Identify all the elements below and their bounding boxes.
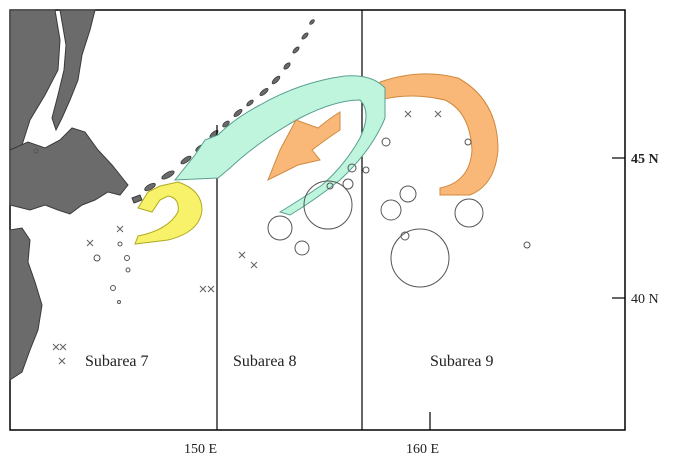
subarea-9-label: Subarea 9: [430, 353, 494, 370]
sakhalin-island: [51, 9, 96, 132]
circle-marker: [464, 138, 472, 146]
circle-marker: [294, 240, 310, 256]
circle-marker: [303, 180, 353, 230]
kuril-islands: [144, 19, 315, 192]
axis-ticks: [429, 157, 625, 430]
longitude-label-160e: 160 E: [406, 442, 439, 457]
cross-marker: [199, 285, 207, 293]
migration-arrows: [134, 73, 499, 245]
latitude-label-40n: 40 N: [631, 292, 659, 307]
circle-marker: [381, 137, 391, 147]
cross-marker: [86, 239, 94, 247]
circle-marker: [117, 241, 123, 247]
circle-marker: [380, 199, 402, 221]
circle-marker: [347, 163, 357, 173]
circle-marker: [342, 178, 354, 190]
orange-arrow-west: [267, 111, 341, 182]
shikotan-island: [131, 194, 143, 204]
circle-marker: [326, 182, 334, 190]
circle-marker: [362, 166, 370, 174]
subarea-8-label: Subarea 8: [233, 353, 297, 370]
longitude-label-150e: 150 E: [184, 442, 217, 457]
circle-marker: [523, 241, 531, 249]
cross-marker: [238, 251, 246, 259]
circle-markers: [33, 137, 531, 304]
map-frame: [9, 9, 626, 431]
circle-marker: [390, 228, 450, 288]
circle-marker: [400, 231, 410, 241]
cross-marker: [404, 110, 412, 118]
cross-marker: [52, 343, 60, 351]
cross-marker: [250, 261, 258, 269]
circle-marker: [33, 148, 39, 154]
orange-arrow-east: [379, 73, 499, 196]
circle-marker: [267, 215, 293, 241]
cross-marker: [207, 285, 215, 293]
cross-markers: [52, 110, 442, 365]
honshu-island: [9, 227, 43, 381]
circle-marker: [125, 267, 131, 273]
latitude-label-45n: 45 N: [631, 152, 659, 167]
cross-marker: [116, 225, 124, 233]
circle-marker: [93, 254, 101, 262]
subarea-7-label: Subarea 7: [85, 353, 149, 370]
circle-marker: [124, 255, 130, 261]
circle-marker: [454, 198, 484, 228]
cyan-arrow: [173, 75, 386, 216]
cross-marker: [58, 357, 66, 365]
yellow-arrow: [134, 181, 203, 245]
circle-marker: [117, 300, 121, 304]
cross-marker: [59, 343, 67, 351]
hokkaido-island: [9, 127, 129, 215]
cross-marker: [434, 110, 442, 118]
circle-marker: [399, 185, 417, 203]
land-masses: [9, 9, 143, 381]
circle-marker: [110, 285, 116, 291]
